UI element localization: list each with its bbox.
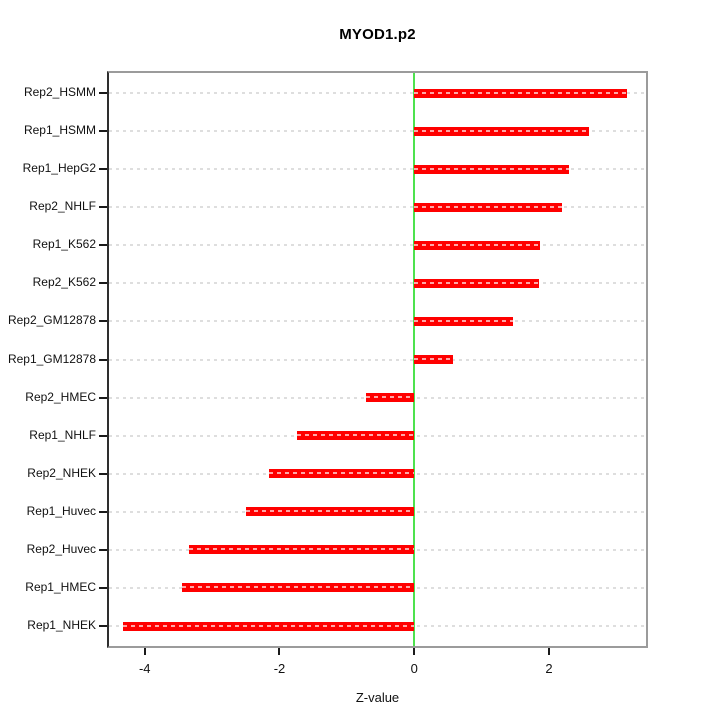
y-axis-tick (99, 396, 107, 399)
x-axis-tick-label: -2 (273, 661, 286, 676)
y-axis-tick (99, 320, 107, 323)
bar (414, 164, 570, 174)
bar-dash-pattern (414, 358, 454, 360)
bar-dash-pattern (414, 129, 589, 132)
bar (414, 88, 628, 98)
bar-dash-pattern (181, 586, 415, 589)
y-axis-label: Rep2_NHEK (27, 465, 96, 480)
x-axis-tick (413, 648, 416, 655)
bar-dash-pattern (414, 281, 539, 284)
x-axis-tick-label: 0 (410, 661, 418, 676)
bar (414, 240, 540, 250)
y-axis-label: Rep1_NHEK (27, 618, 96, 632)
bar-dash-pattern (123, 624, 415, 627)
y-axis-label: Rep2_K562 (32, 275, 96, 290)
gridline (109, 358, 646, 361)
bar-dash-pattern (414, 167, 570, 170)
y-axis-tick (99, 92, 107, 94)
bar (365, 393, 415, 403)
y-axis-label: Rep1_HSMM (23, 123, 96, 138)
chart-title: MYOD1.p2 (339, 26, 416, 43)
y-axis-label: Rep1_K562 (32, 237, 96, 252)
bar-dash-pattern (414, 205, 563, 208)
bar (414, 316, 514, 326)
y-axis-label: Rep2_NHLF (29, 199, 96, 214)
y-axis-label: Rep1_HMEC (25, 579, 96, 594)
y-axis-tick (99, 168, 107, 171)
y-axis-tick (99, 282, 107, 285)
bar (269, 469, 415, 479)
bar (414, 202, 563, 212)
bar-dash-pattern (414, 319, 514, 322)
bar-dash-pattern (269, 472, 415, 475)
x-axis-title: Z-value (355, 690, 400, 705)
x-axis-tick-label: 2 (545, 661, 553, 676)
gridline (109, 244, 646, 247)
y-axis-tick (99, 472, 107, 475)
y-axis-tick (99, 206, 107, 209)
bar (123, 621, 415, 631)
y-axis-label: Rep2_HMEC (25, 389, 96, 404)
bar-dash-pattern (245, 510, 415, 513)
y-axis-label: Rep2_Huvec (26, 541, 96, 556)
y-axis-label: Rep1_Huvec (26, 503, 96, 518)
bar-dash-pattern (414, 243, 540, 246)
bar (189, 545, 415, 555)
y-axis-label: Rep1_NHLF (29, 427, 96, 442)
x-axis-tick (143, 648, 146, 655)
bar-dash-pattern (365, 396, 415, 399)
gridline (109, 168, 646, 171)
gridline (109, 92, 646, 94)
y-axis-tick (99, 625, 107, 627)
y-axis-tick (99, 548, 107, 551)
bar (414, 355, 454, 364)
bar (245, 507, 415, 517)
gridline (109, 282, 646, 285)
bar-dash-pattern (296, 434, 415, 437)
y-axis-label: Rep1_GM12878 (7, 351, 96, 366)
y-axis-tick (99, 434, 107, 437)
y-axis-tick (99, 510, 107, 513)
bar (296, 431, 415, 441)
y-axis-tick (99, 358, 107, 361)
plot-area (107, 71, 648, 648)
gridline (109, 130, 646, 133)
x-axis-tick-label: -4 (138, 661, 151, 676)
bar-dash-pattern (414, 91, 628, 94)
x-axis-tick (547, 648, 550, 655)
bar-dash-pattern (189, 548, 415, 551)
bar (414, 126, 589, 136)
y-axis-tick (99, 244, 107, 247)
gridline (109, 206, 646, 209)
y-axis-label: Rep2_HSMM (23, 85, 96, 99)
y-axis-label: Rep2_GM12878 (7, 313, 96, 328)
y-axis-label: Rep1_HepG2 (22, 161, 96, 176)
y-axis-tick (99, 130, 107, 133)
bar (414, 278, 539, 288)
x-axis-tick (278, 648, 281, 655)
gridline (109, 320, 646, 323)
y-axis-tick (99, 586, 107, 589)
bar (181, 583, 415, 593)
